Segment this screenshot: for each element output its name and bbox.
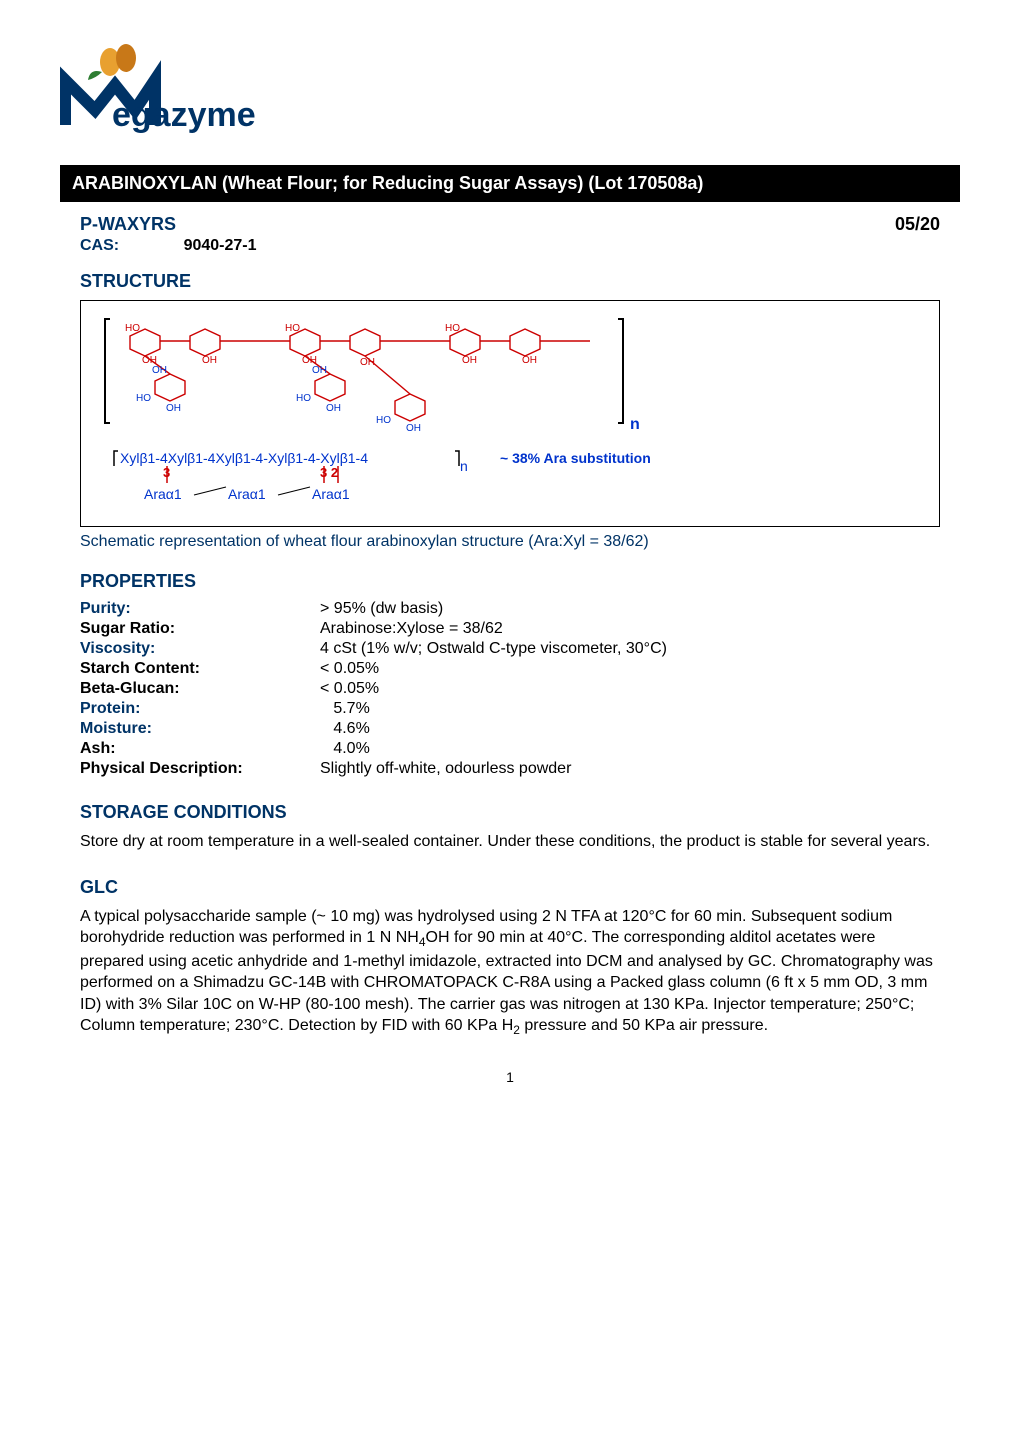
svg-text:n: n: [630, 416, 640, 433]
svg-text:OH: OH: [326, 403, 341, 414]
title-bar: ARABINOXYLAN (Wheat Flour; for Reducing …: [60, 165, 960, 202]
prop-label: Moisture:: [80, 720, 320, 738]
title-text: ARABINOXYLAN (Wheat Flour; for Reducing …: [72, 173, 703, 193]
svg-text:OH: OH: [152, 365, 167, 376]
structure-box: n: [80, 300, 940, 527]
table-row: Viscosity: 4 cSt (1% w/v; Ostwald C-type…: [80, 640, 940, 658]
page-number: 1: [60, 1069, 960, 1085]
subscript: 4: [419, 935, 426, 949]
subscript: 2: [513, 1024, 520, 1038]
storage-text: Store dry at room temperature in a well-…: [80, 831, 940, 853]
logo-text: egazyme: [112, 96, 256, 134]
prop-value: > 95% (dw basis): [320, 600, 443, 618]
prop-value: Arabinose:Xylose = 38/62: [320, 620, 503, 638]
prop-value: Slightly off-white, odourless powder: [320, 760, 571, 778]
storage-heading: STORAGE CONDITIONS: [80, 802, 940, 823]
product-code: P-WAXYRS: [80, 214, 176, 235]
prop-value: 4 cSt (1% w/v; Ostwald C-type viscometer…: [320, 640, 667, 658]
cas-label: CAS:: [80, 237, 119, 254]
svg-text:HO: HO: [285, 323, 300, 334]
structure-caption: Schematic representation of wheat flour …: [80, 533, 940, 551]
prop-label: Starch Content:: [80, 660, 320, 678]
glc-heading: GLC: [80, 877, 940, 898]
svg-text:HO: HO: [136, 393, 151, 404]
header-row: P-WAXYRS 05/20: [80, 214, 940, 235]
svg-text:OH: OH: [166, 403, 181, 414]
table-row: Beta-Glucan: < 0.05%: [80, 680, 940, 698]
svg-text:3 2: 3 2: [320, 465, 338, 480]
prop-label: Beta-Glucan:: [80, 680, 320, 698]
svg-text:HO: HO: [445, 323, 460, 334]
svg-text:Araα1: Araα1: [228, 486, 266, 502]
properties-table: Purity: > 95% (dw basis) Sugar Ratio: Ar…: [80, 600, 940, 778]
table-row: Purity: > 95% (dw basis): [80, 600, 940, 618]
svg-text:Araα1: Araα1: [144, 486, 182, 502]
table-row: Starch Content: < 0.05%: [80, 660, 940, 678]
prop-label: Viscosity:: [80, 640, 320, 658]
prop-value: 5.7%: [320, 700, 370, 718]
content-area: P-WAXYRS 05/20 CAS: 9040-27-1 STRUCTURE …: [60, 214, 960, 1039]
table-row: Protein: 5.7%: [80, 700, 940, 718]
table-row: Ash: 4.0%: [80, 740, 940, 758]
prop-value: < 0.05%: [320, 660, 379, 678]
cas-row: CAS: 9040-27-1: [80, 237, 940, 255]
prop-label: Purity:: [80, 600, 320, 618]
logo-area: egazyme: [60, 40, 960, 145]
svg-text:OH: OH: [360, 357, 375, 368]
svg-text:OH: OH: [462, 355, 477, 366]
svg-text:HO: HO: [125, 323, 140, 334]
svg-text:HO: HO: [296, 393, 311, 404]
prop-label: Protein:: [80, 700, 320, 718]
glc-text-part: pressure and 50 KPa air pressure.: [520, 1017, 768, 1034]
svg-text:OH: OH: [312, 365, 327, 376]
prop-label: Ash:: [80, 740, 320, 758]
prop-label: Sugar Ratio:: [80, 620, 320, 638]
table-row: Physical Description: Slightly off-white…: [80, 760, 940, 778]
svg-text:~ 38% Ara substitution: ~ 38% Ara substitution: [500, 450, 651, 466]
svg-text:OH: OH: [202, 355, 217, 366]
doc-date: 05/20: [895, 214, 940, 235]
table-row: Sugar Ratio: Arabinose:Xylose = 38/62: [80, 620, 940, 638]
table-row: Moisture: 4.6%: [80, 720, 940, 738]
prop-value: 4.0%: [320, 740, 370, 758]
svg-text:Xylβ1-4Xylβ1-4Xylβ1-4-Xylβ1-4-: Xylβ1-4Xylβ1-4Xylβ1-4-Xylβ1-4-Xylβ1-4: [120, 450, 368, 466]
glc-text: A typical polysaccharide sample (~ 10 mg…: [80, 906, 940, 1039]
structure-heading: STRUCTURE: [80, 271, 940, 292]
svg-text:n: n: [460, 458, 468, 474]
svg-text:OH: OH: [406, 423, 421, 434]
structure-diagram: n: [95, 311, 925, 511]
svg-text:Araα1: Araα1: [312, 486, 350, 502]
cas-value: 9040-27-1: [184, 237, 257, 254]
properties-heading: PROPERTIES: [80, 571, 940, 592]
prop-value: < 0.05%: [320, 680, 379, 698]
svg-text:HO: HO: [376, 415, 391, 426]
megazyme-logo: egazyme: [60, 40, 260, 140]
prop-value: 4.6%: [320, 720, 370, 738]
prop-label: Physical Description:: [80, 760, 320, 778]
svg-text:OH: OH: [522, 355, 537, 366]
